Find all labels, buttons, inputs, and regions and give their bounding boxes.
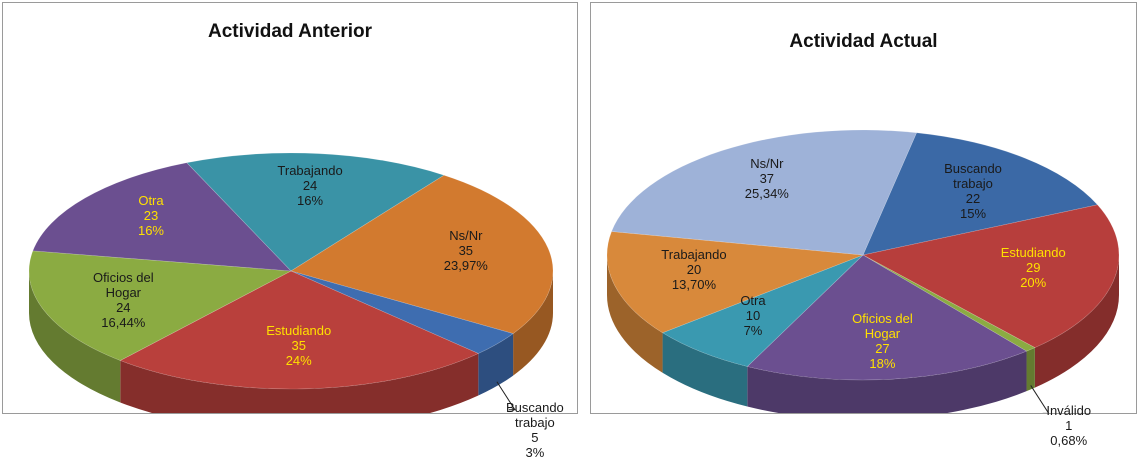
slice-percent: 16%: [137, 223, 164, 239]
slice-percent: 18%: [869, 356, 896, 372]
slice-value: 23: [143, 208, 159, 224]
slice-percent: 0,68%: [1050, 433, 1088, 449]
slice-percent: 20%: [1020, 274, 1047, 290]
slice-name: Ns/Nr: [750, 156, 784, 172]
slice-value: 1: [1065, 418, 1073, 434]
chart-title: Actividad Anterior: [208, 21, 372, 42]
slice-value: 29: [1025, 259, 1041, 275]
data-label: Buscando trabajo 22 15%: [928, 161, 1018, 221]
data-label: Trabajando 20 13,70%: [649, 247, 739, 292]
slice-name: Otra: [740, 292, 766, 308]
pie-slice-side: [662, 332, 748, 407]
pie-slice-side: [513, 271, 553, 376]
pie-slice: [606, 231, 864, 334]
slice-percent: 15%: [960, 206, 987, 222]
data-label: Trabajando 24 16%: [265, 163, 355, 208]
slice-value: 5: [531, 429, 539, 445]
pie-chart: [28, 152, 554, 413]
slice-name: Otra: [138, 193, 164, 209]
slice-percent: 16,44%: [101, 315, 146, 331]
leader-line: [496, 381, 516, 411]
pie-slice: [186, 152, 445, 272]
slice-name: Oficios del Hogar: [92, 270, 154, 301]
slice-percent: 24%: [285, 353, 312, 369]
pie-slice-side: [607, 255, 663, 373]
pie-slice: [661, 254, 864, 367]
pie-slice-side: [478, 333, 514, 396]
slice-percent: 25,34%: [744, 186, 789, 202]
data-label: Ns/Nr 35 23,97%: [421, 228, 511, 273]
slice-percent: 3%: [525, 444, 545, 460]
pie-slice-side: [120, 353, 479, 413]
slice-name: Trabajando: [661, 247, 727, 263]
pie-slice: [862, 132, 1099, 256]
slice-value: 35: [291, 338, 306, 354]
data-label: Otra 23 16%: [106, 193, 196, 238]
pie-slice-side: [29, 271, 121, 403]
leader-line: [1030, 385, 1050, 413]
pie-slice-side: [747, 351, 1027, 413]
slice-value: 24: [302, 178, 318, 194]
pie-chart: [606, 129, 1120, 413]
pie-slice: [32, 162, 292, 272]
slice-value: 20: [686, 262, 702, 278]
slice-name: Estudiando: [266, 323, 332, 339]
slice-value: 37: [759, 171, 775, 187]
slice-name: Estudiando: [1000, 244, 1066, 260]
slice-percent: 16%: [297, 193, 324, 209]
data-label: Oficios del Hogar 24 16,44%: [78, 270, 168, 330]
slice-value: 35: [458, 242, 474, 258]
chart-panel: Actividad Actual Buscando trabajo 22 15% Est…: [590, 2, 1137, 448]
pie-slice: [611, 129, 918, 256]
data-label: Otra 10 7%: [708, 293, 798, 338]
pie-slice: [290, 270, 514, 354]
pie-slice: [862, 204, 1120, 348]
slice-value: 10: [745, 307, 761, 323]
pie-slice: [862, 254, 1036, 352]
slice-name: Buscando trabajo: [944, 161, 1002, 192]
data-label: Ns/Nr 37 25,34%: [722, 156, 812, 201]
slice-name: Trabajando: [277, 163, 343, 179]
slice-name: Buscando trabajo: [505, 399, 564, 430]
pie-slice-side: [1026, 347, 1035, 392]
chart-title: Actividad Actual: [789, 31, 938, 52]
slice-percent: 23,97%: [443, 257, 488, 273]
slice-value: 27: [875, 341, 890, 357]
data-label: Estudiando 35 24%: [254, 323, 344, 368]
slice-percent: 13,70%: [671, 277, 716, 293]
pie-slice-side: [1034, 255, 1119, 388]
pie-slice: [746, 254, 1028, 381]
data-label: Buscando trabajo 5 3%: [490, 400, 580, 460]
slice-name: Inválido: [1046, 403, 1092, 419]
slice-percent: 7%: [743, 322, 763, 338]
data-label: Oficios del Hogar 27 18%: [837, 311, 927, 371]
pie-slice: [290, 174, 554, 334]
chart-panel: Actividad Anterior Trabajando 24 16% Ns/Nr 35…: [2, 2, 578, 460]
pie-slice: [28, 250, 293, 361]
slice-name: Ns/Nr: [449, 227, 483, 243]
slice-name: Oficios del Hogar: [852, 311, 913, 342]
data-label: Estudiando 29 20%: [988, 245, 1078, 290]
data-label: Inválido 1 0,68%: [1024, 403, 1114, 448]
slice-value: 24: [116, 300, 131, 316]
slice-value: 22: [965, 191, 981, 207]
pie-slice: [119, 270, 480, 390]
